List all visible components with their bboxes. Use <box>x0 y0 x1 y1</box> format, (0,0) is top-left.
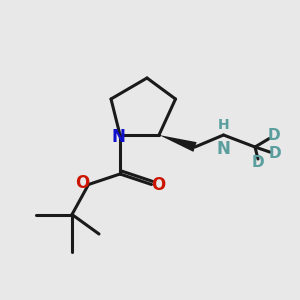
Text: O: O <box>75 174 89 192</box>
Text: H: H <box>218 118 229 132</box>
Text: D: D <box>268 146 281 161</box>
Polygon shape <box>159 135 196 152</box>
Text: N: N <box>217 140 230 158</box>
Text: N: N <box>112 128 125 146</box>
Text: D: D <box>252 155 264 170</box>
Text: D: D <box>267 128 280 143</box>
Text: O: O <box>151 176 165 194</box>
